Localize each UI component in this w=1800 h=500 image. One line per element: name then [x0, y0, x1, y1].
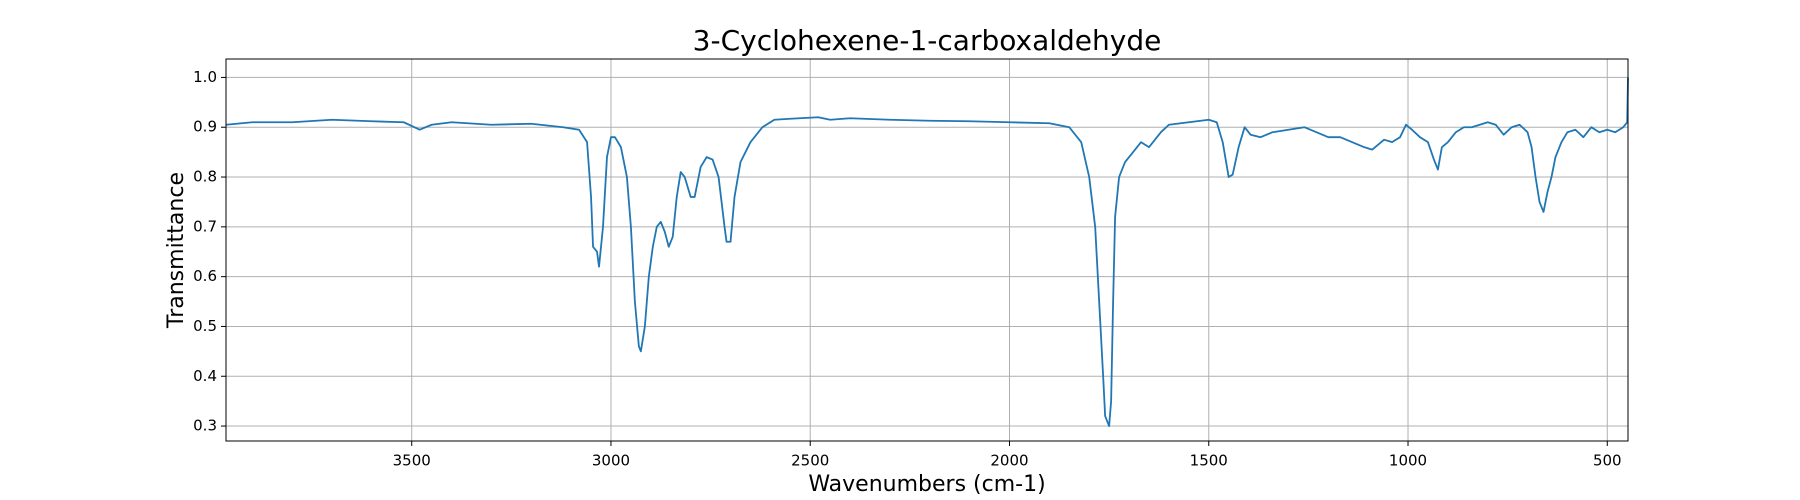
- y-tick-label: 0.8: [193, 168, 217, 186]
- x-tick-label: 1500: [1190, 452, 1228, 470]
- x-axis-label: Wavenumbers (cm-1): [808, 472, 1045, 497]
- x-tick-label: 500: [1593, 452, 1622, 470]
- y-tick-label: 1.0: [193, 68, 217, 86]
- plot-frame: [225, 58, 1629, 442]
- y-tick-label: 0.7: [193, 217, 217, 235]
- x-tick-label: 1000: [1389, 452, 1427, 470]
- x-tick-label: 2500: [791, 452, 829, 470]
- y-tick-label: 0.3: [193, 417, 217, 435]
- y-tick-label: 0.6: [193, 267, 217, 285]
- x-tick-label: 3500: [393, 452, 431, 470]
- y-tick-label: 0.5: [193, 317, 217, 335]
- y-tick-label: 0.4: [193, 367, 217, 385]
- x-tick-label: 2000: [990, 452, 1028, 470]
- spectrum-line: [225, 77, 1629, 427]
- y-axis-label: Transmittance: [164, 172, 189, 329]
- x-tick-label: 3000: [592, 452, 630, 470]
- chart-title: 3-Cyclohexene-1-carboxaldehyde: [693, 24, 1162, 57]
- y-tick-label: 0.9: [193, 118, 217, 136]
